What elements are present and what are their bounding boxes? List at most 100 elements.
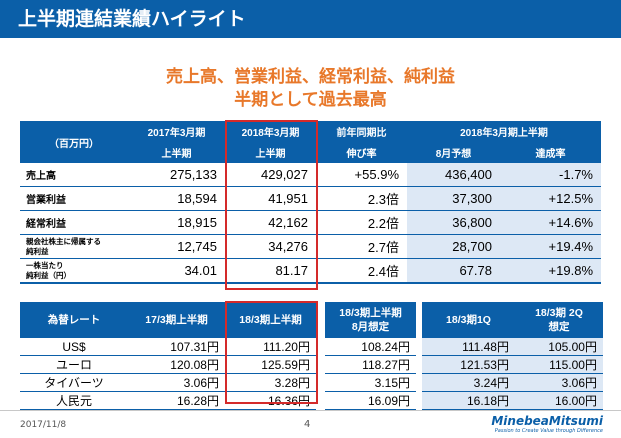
value-2018: 41,951 [225,186,316,211]
value-2017: 12,745 [128,234,225,259]
logo-name: MinebeaMitsumi [491,414,603,428]
row-label-line-1: 一株当たり [26,260,64,270]
col-yoy-bottom: 伸び率 [316,142,407,163]
table-row: 3.15円 [325,373,416,392]
currency-label: ユーロ [20,355,128,374]
slide-title: 上半期連結業績ハイライト [0,0,621,38]
value-achieve: +19.4% [500,234,601,259]
headline-line-1: 売上高、営業利益、経常利益、純利益 [166,67,455,87]
table-row: 経常利益 18,915 42,162 2.2倍 36,800 +14.6% [20,210,601,235]
col-forecast: 8月予想 [407,142,500,163]
col-group-top: 2018年3月期上半期 [407,121,601,142]
fx-col-18: 18/3期上半期 [225,302,316,338]
col-2018-top: 2018年3月期 [225,121,316,142]
fx-value-17: 107.31円 [128,338,225,356]
fx-value-q2: 105.00円 [515,338,603,356]
fx-value-q1: 111.48円 [422,338,515,356]
value-2017: 34.01 [128,258,225,284]
value-forecast: 67.78 [407,258,500,284]
fx-value-q2: 115.00円 [515,355,603,374]
unit-label: （百万円） [20,121,128,163]
value-forecast: 36,800 [407,210,500,235]
row-label-line-1: 親会社株主に帰属する [26,236,101,246]
col-2017-bottom: 上半期 [128,142,225,163]
value-2018: 42,162 [225,210,316,235]
value-yoy: 2.4倍 [316,258,407,284]
value-2017: 275,133 [128,163,225,187]
value-yoy: +55.9% [316,163,407,187]
table-row: ユーロ 120.08円 125.59円 [20,355,316,374]
highlight-box-results [225,120,318,290]
table-row: 121.53円 115.00円 [422,355,603,374]
fx-value-q1: 121.53円 [422,355,515,374]
fx-table-main: 為替レート 17/3期上半期 18/3期上半期 US$ 107.31円 111.… [20,302,316,411]
fx-value-plan: 3.15円 [325,373,416,392]
fx-table-quarters: 18/3期1Q 18/3期 2Q 想定 111.48円 105.00円 121.5… [422,302,603,411]
table-row: 営業利益 18,594 41,951 2.3倍 37,300 +12.5% [20,186,601,211]
fx-value-18: 125.59円 [225,355,316,374]
fx-col-q2-line-2: 想定 [548,321,570,333]
fx-col-17: 17/3期上半期 [128,302,225,338]
table-row: 108.24円 [325,338,416,356]
fx-value-plan: 108.24円 [325,338,416,356]
page-number: 4 [304,419,311,430]
fx-value-q2: 3.06円 [515,373,603,392]
fx-value-17: 16.28円 [128,391,225,411]
footer-date: 2017/11/8 [20,420,67,430]
fx-col-plan: 18/3期上半期 8月想定 [325,302,416,338]
value-forecast: 37,300 [407,186,500,211]
row-label: 営業利益 [20,186,128,211]
value-yoy: 2.2倍 [316,210,407,235]
row-label-line-2: 純利益 [26,246,49,256]
value-achieve: +19.8% [500,258,601,284]
col-2018-bottom: 上半期 [225,142,316,163]
table-row: 一株当たり 純利益（円） 34.01 81.17 2.4倍 67.78 +19.8… [20,258,601,284]
fx-col-q2-line-1: 18/3期 2Q [535,307,583,319]
results-table: （百万円） 2017年3月期 2018年3月期 前年同期比 2018年3月期上半… [20,121,601,284]
fx-col-label: 為替レート [20,302,128,338]
fx-value-q1: 16.18円 [422,391,515,411]
fx-value-18: 3.28円 [225,373,316,392]
fx-col-q1: 18/3期1Q [422,302,515,338]
footer-divider [0,410,621,411]
fx-value-17: 3.06円 [128,373,225,392]
col-yoy-top: 前年同期比 [316,121,407,142]
col-2017-top: 2017年3月期 [128,121,225,142]
table-row: 売上高 275,133 429,027 +55.9% 436,400 -1.7% [20,163,601,187]
value-2017: 18,915 [128,210,225,235]
col-achieve: 達成率 [500,142,601,163]
fx-value-plan: 118.27円 [325,355,416,374]
table-row: US$ 107.31円 111.20円 [20,338,316,356]
fx-table-plan: 18/3期上半期 8月想定 108.24円 118.27円 3.15円 16.09… [325,302,416,411]
fx-value-q1: 3.24円 [422,373,515,392]
table-row: 16.18円 16.00円 [422,391,603,411]
company-logo: MinebeaMitsumi Passion to Create Value t… [491,414,603,434]
value-2018: 81.17 [225,258,316,284]
value-forecast: 436,400 [407,163,500,187]
table-row: 人民元 16.28円 16.36円 [20,391,316,411]
table-row: タイバーツ 3.06円 3.28円 [20,373,316,392]
fx-col-q2: 18/3期 2Q 想定 [515,302,603,338]
currency-label: 人民元 [20,391,128,411]
table-row: 16.09円 [325,391,416,411]
fx-value-q2: 16.00円 [515,391,603,411]
fx-value-plan: 16.09円 [325,391,416,411]
fx-col-plan-line-1: 18/3期上半期 [339,307,402,319]
row-label: 親会社株主に帰属する 純利益 [20,234,128,259]
table-row: 111.48円 105.00円 [422,338,603,356]
fx-value-18: 16.36円 [225,391,316,411]
value-achieve: +12.5% [500,186,601,211]
table-row: 3.24円 3.06円 [422,373,603,392]
row-label: 経常利益 [20,210,128,235]
logo-tagline: Passion to Create Value through Differen… [494,428,603,434]
value-forecast: 28,700 [407,234,500,259]
currency-label: タイバーツ [20,373,128,392]
value-yoy: 2.7倍 [316,234,407,259]
value-2018: 429,027 [225,163,316,187]
row-label: 一株当たり 純利益（円） [20,258,128,284]
fx-col-plan-line-2: 8月想定 [351,321,390,333]
row-label: 売上高 [20,163,128,187]
value-2017: 18,594 [128,186,225,211]
value-yoy: 2.3倍 [316,186,407,211]
fx-value-18: 111.20円 [225,338,316,356]
